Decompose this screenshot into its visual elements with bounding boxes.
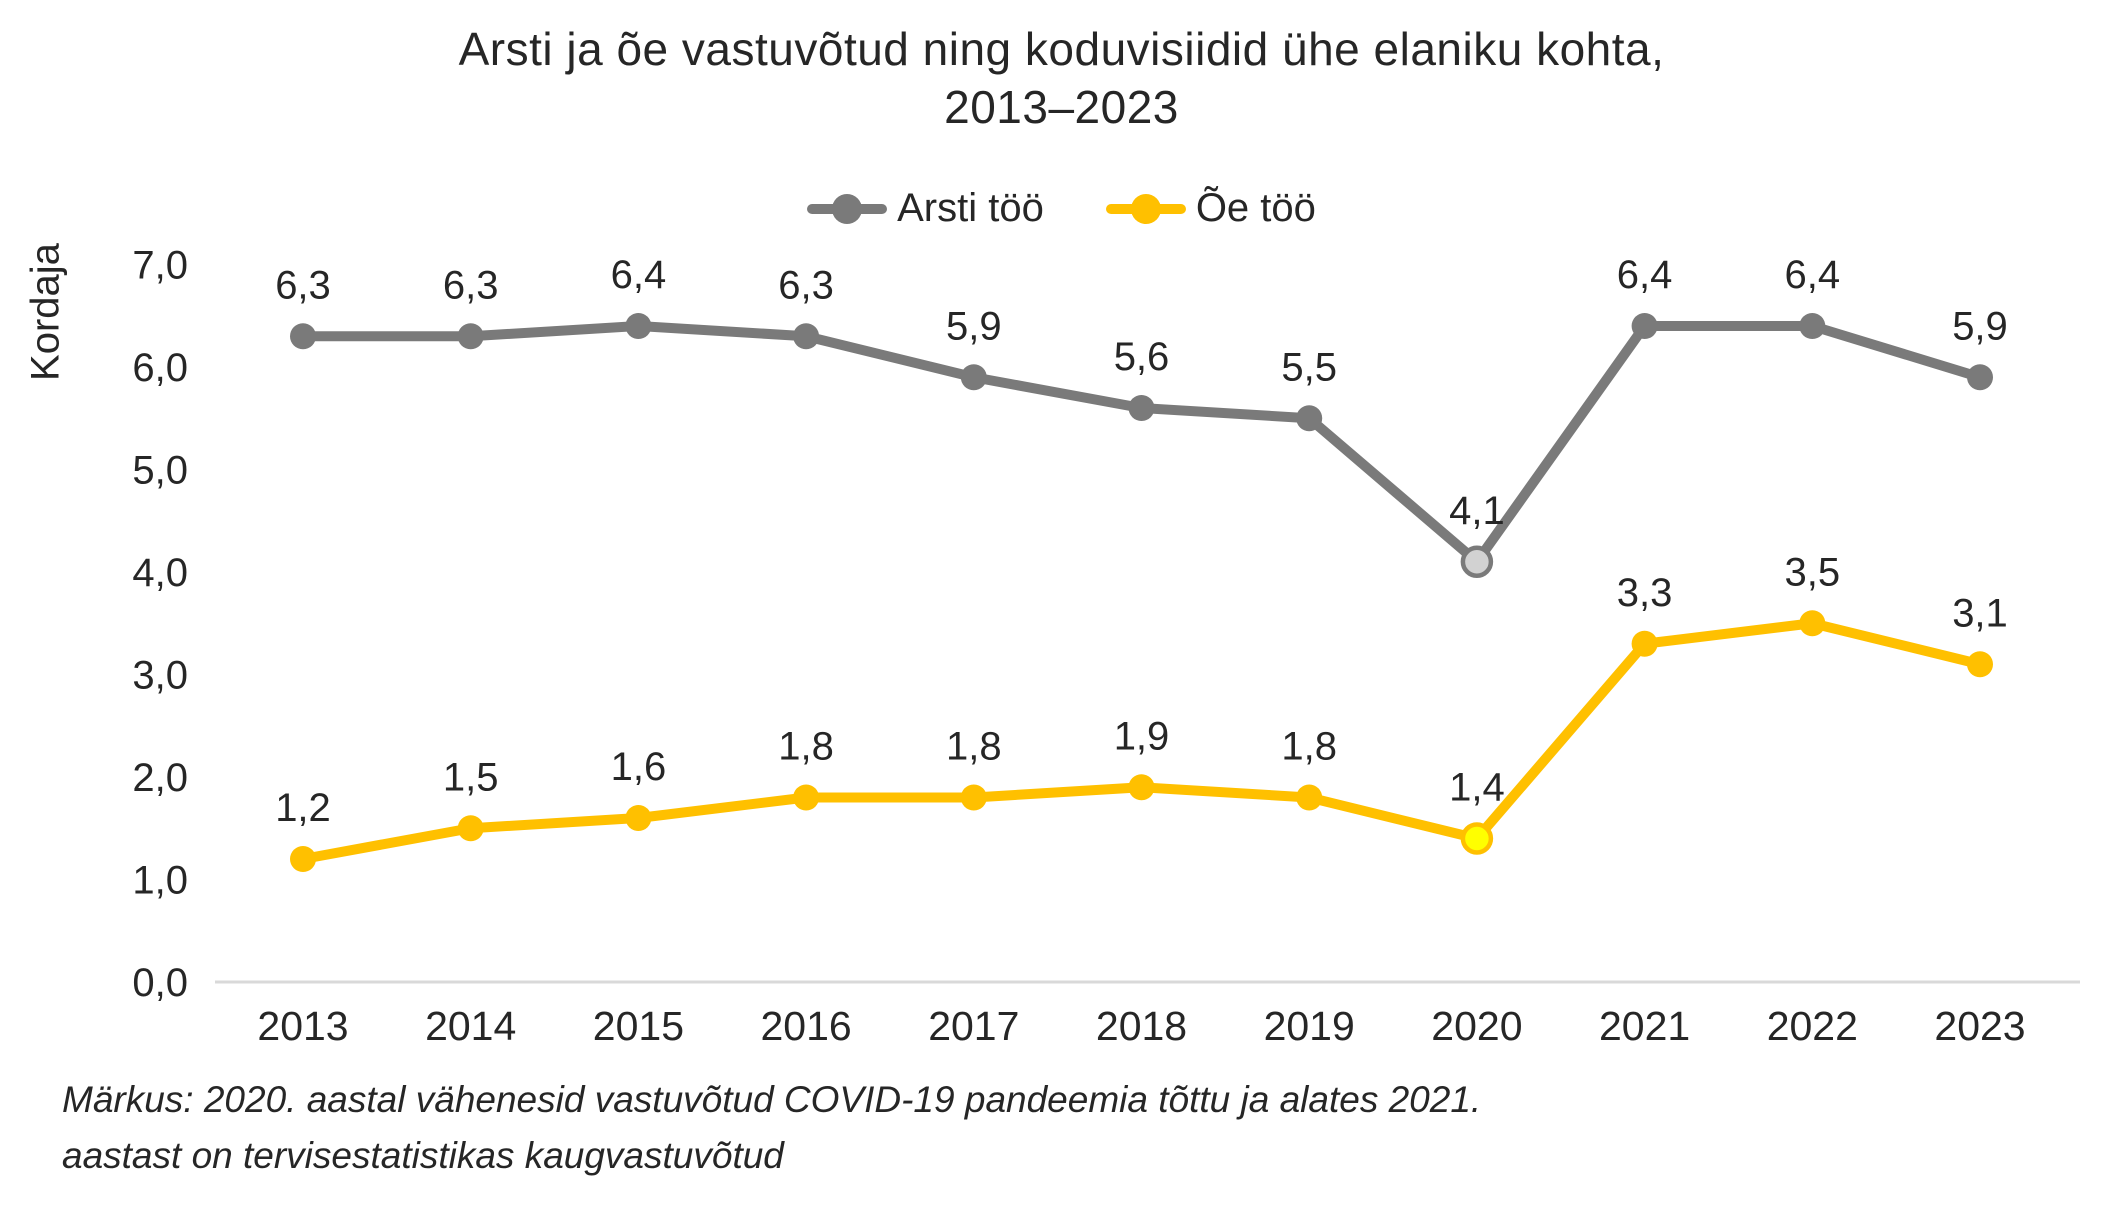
data-label-arsti-too: 5,9 [946,304,1002,348]
data-point-marker-oe-too [625,805,652,831]
x-tick-label: 2014 [425,1003,516,1049]
legend-line-dot-icon [807,192,888,226]
data-label-oe-too: 1,5 [443,755,499,799]
data-label-oe-too: 1,4 [1449,766,1505,810]
data-point-marker-arsti-too [960,364,987,391]
x-tick-label: 2019 [1264,1003,1355,1049]
y-tick-label: 4,0 [132,551,188,595]
data-point-marker-arsti-too [1967,364,1993,391]
chart-title-line1: Arsti ja õe vastuvõtud ning koduvisiidid… [458,23,1665,75]
data-point-marker-oe-too [1799,610,1826,637]
data-point-marker-oe-too [793,784,820,811]
legend: Arsti töö Õe töö [0,186,2123,231]
data-label-arsti-too: 5,9 [1952,304,2008,348]
legend-label-arsti-too: Arsti töö [897,186,1044,230]
data-point-marker-oe-too [1631,630,1658,657]
x-tick-label: 2015 [593,1003,684,1049]
y-tick-label: 2,0 [132,756,188,800]
data-point-marker-oe-too [290,846,316,872]
data-label-oe-too: 1,8 [1281,725,1337,769]
data-label-oe-too: 1,8 [778,725,834,769]
chart-title: Arsti ja õe vastuvõtud ning koduvisiidid… [0,20,2123,136]
data-label-oe-too: 1,2 [275,786,331,830]
y-tick-label: 7,0 [132,244,188,288]
x-tick-label: 2021 [1599,1003,1690,1049]
data-point-marker-arsti-too [625,313,652,339]
legend-item-oe-too: Õe töö [1105,186,1316,231]
data-point-marker-oe-too [1128,774,1155,801]
data-label-arsti-too: 6,4 [1617,253,1673,297]
data-label-arsti-too: 5,5 [1281,345,1337,389]
x-tick-label: 2018 [1096,1003,1187,1049]
data-label-oe-too: 3,1 [1952,591,2008,635]
x-tick-label: 2013 [257,1003,348,1049]
footnote-line2: aastast on tervisestatistikas kaugvastuv… [62,1135,784,1176]
data-point-marker-oe-too [1296,784,1323,811]
data-label-arsti-too: 6,4 [611,253,667,297]
data-point-marker-highlighted-oe-too [1460,822,1494,855]
x-tick-label: 2016 [760,1003,851,1049]
y-tick-label: 1,0 [132,859,188,903]
y-tick-label: 3,0 [132,654,188,698]
data-point-marker-arsti-too [457,323,484,350]
data-point-marker-highlighted-arsti-too [1460,545,1494,578]
legend-item-arsti-too: Arsti töö [807,186,1044,231]
data-label-oe-too: 3,5 [1784,550,1840,594]
x-tick-label: 2022 [1767,1003,1858,1049]
x-tick-label: 2017 [928,1003,1019,1049]
data-label-oe-too: 1,6 [611,745,667,789]
y-tick-label: 6,0 [132,346,188,390]
data-point-marker-arsti-too [1631,313,1658,339]
data-label-arsti-too: 6,3 [443,263,499,307]
data-point-marker-oe-too [960,784,987,811]
data-label-oe-too: 1,8 [946,725,1002,769]
data-label-arsti-too: 4,1 [1449,489,1505,533]
data-point-marker-oe-too [1967,651,1993,678]
footnote-line1: Märkus: 2020. aastal vähenesid vastuvõtu… [62,1079,1482,1120]
data-point-marker-arsti-too [1296,405,1323,432]
data-label-oe-too: 1,9 [1114,714,1170,758]
data-point-marker-oe-too [457,815,484,842]
x-tick-label: 2023 [1934,1003,2025,1049]
data-label-oe-too: 3,3 [1617,571,1673,615]
data-point-marker-arsti-too [1799,313,1826,339]
data-label-arsti-too: 6,4 [1784,253,1840,297]
legend-line-dot-icon [1105,192,1186,226]
data-label-arsti-too: 5,6 [1114,335,1170,379]
data-point-marker-arsti-too [290,323,316,350]
data-point-marker-arsti-too [1128,395,1155,421]
data-label-arsti-too: 6,3 [778,263,834,307]
x-tick-label: 2020 [1431,1003,1522,1049]
data-label-arsti-too: 6,3 [275,263,331,307]
footnote: Märkus: 2020. aastal vähenesid vastuvõtu… [62,1072,1481,1184]
legend-label-oe-too: Õe töö [1195,186,1316,230]
chart-title-line2: 2013–2023 [944,81,1179,133]
data-point-marker-arsti-too [793,323,820,350]
y-tick-label: 0,0 [132,961,188,1005]
y-tick-label: 5,0 [132,449,188,493]
